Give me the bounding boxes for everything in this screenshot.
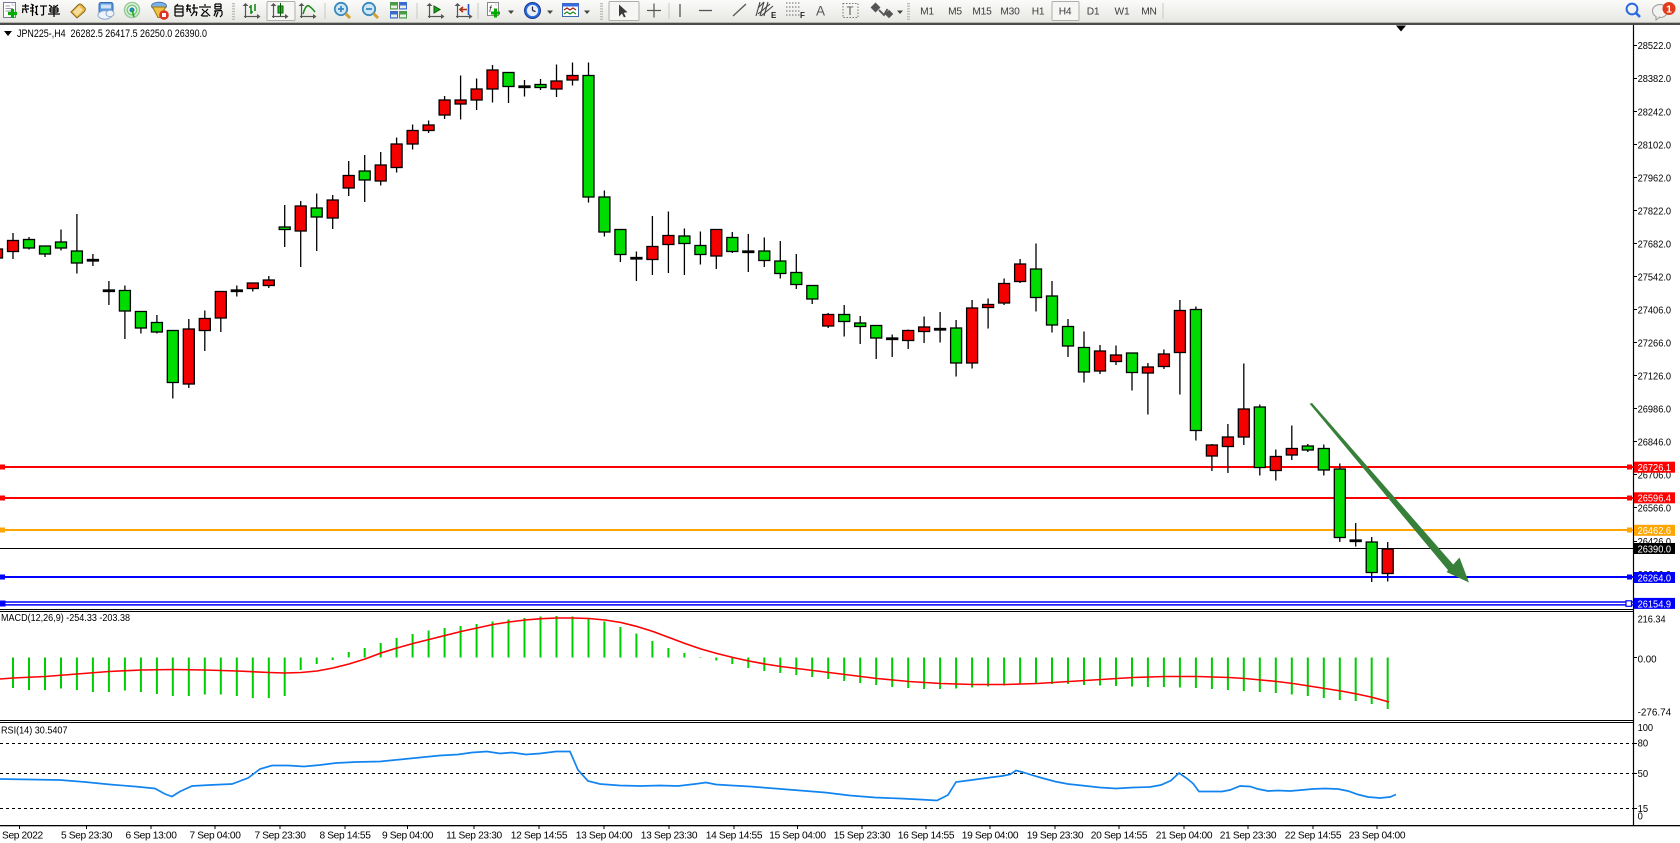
svg-text:27682.0: 27682.0	[1638, 239, 1672, 250]
svg-text:21 Sep 04:00: 21 Sep 04:00	[1156, 830, 1213, 841]
svg-text:-276.74: -276.74	[1638, 707, 1672, 718]
svg-text:26706.0: 26706.0	[1638, 471, 1672, 482]
svg-text:12 Sep 14:55: 12 Sep 14:55	[511, 830, 568, 841]
svg-text:27406.0: 27406.0	[1638, 306, 1672, 317]
svg-text:11 Sep 23:30: 11 Sep 23:30	[446, 830, 502, 841]
svg-text:5 Sep 23:30: 5 Sep 23:30	[61, 830, 113, 841]
svg-text:27962.0: 27962.0	[1638, 173, 1672, 184]
svg-text:16 Sep 14:55: 16 Sep 14:55	[898, 830, 955, 841]
svg-text:19 Sep 23:30: 19 Sep 23:30	[1027, 830, 1084, 841]
svg-text:H1: H1	[1032, 7, 1045, 18]
svg-text:Sep 2022: Sep 2022	[2, 830, 44, 841]
svg-text:7 Sep 04:00: 7 Sep 04:00	[189, 830, 241, 841]
svg-text:80: 80	[1638, 738, 1649, 749]
svg-text:50: 50	[1638, 769, 1649, 780]
svg-text:100: 100	[1638, 723, 1654, 734]
svg-text:M1: M1	[920, 7, 934, 18]
svg-text:14 Sep 14:55: 14 Sep 14:55	[706, 830, 763, 841]
svg-text:E: E	[771, 11, 777, 20]
svg-text:216.34: 216.34	[1638, 614, 1666, 625]
svg-text:M30: M30	[1000, 7, 1020, 18]
svg-text:26462.6: 26462.6	[1638, 526, 1672, 537]
svg-text:28242.0: 28242.0	[1638, 107, 1672, 118]
svg-text:D1: D1	[1087, 7, 1100, 18]
svg-text:RSI(14) 30.5407: RSI(14) 30.5407	[1, 726, 68, 737]
svg-text:23 Sep 04:00: 23 Sep 04:00	[1349, 830, 1406, 841]
svg-text:0.00: 0.00	[1638, 654, 1657, 665]
svg-text:27822.0: 27822.0	[1638, 206, 1672, 217]
svg-text:15: 15	[1638, 804, 1649, 815]
svg-text:F: F	[800, 11, 805, 20]
svg-text:26846.0: 26846.0	[1638, 438, 1672, 449]
svg-text:MN: MN	[1141, 7, 1156, 18]
svg-text:26986.0: 26986.0	[1638, 405, 1672, 416]
svg-text:26264.0: 26264.0	[1638, 573, 1672, 584]
svg-text:6 Sep 13:00: 6 Sep 13:00	[125, 830, 177, 841]
svg-text:M5: M5	[948, 7, 962, 18]
svg-text:13 Sep 23:30: 13 Sep 23:30	[641, 830, 698, 841]
svg-text:8 Sep 14:55: 8 Sep 14:55	[319, 830, 371, 841]
svg-text:27542.0: 27542.0	[1638, 273, 1672, 284]
svg-text:19 Sep 04:00: 19 Sep 04:00	[962, 830, 1019, 841]
svg-text:A: A	[816, 4, 825, 19]
svg-text:T: T	[847, 6, 854, 18]
svg-text:15 Sep 23:30: 15 Sep 23:30	[834, 830, 891, 841]
svg-text:13 Sep 04:00: 13 Sep 04:00	[576, 830, 633, 841]
svg-text:f: f	[489, 4, 493, 14]
svg-text:26596.4: 26596.4	[1638, 494, 1672, 505]
svg-text:JPN225-,H4 26282.5 26417.5 26: JPN225-,H4 26282.5 26417.5 26250.0 26390…	[17, 28, 207, 40]
svg-text:M15: M15	[972, 7, 992, 18]
svg-text:15 Sep 04:00: 15 Sep 04:00	[769, 830, 826, 841]
svg-text:27266.0: 27266.0	[1638, 339, 1672, 350]
svg-text:26154.9: 26154.9	[1638, 599, 1672, 610]
svg-text:26726.1: 26726.1	[1638, 463, 1672, 474]
svg-text:1: 1	[1666, 3, 1672, 15]
svg-text:21 Sep 23:30: 21 Sep 23:30	[1220, 830, 1277, 841]
svg-text:26566.0: 26566.0	[1638, 504, 1672, 515]
svg-text:28102.0: 28102.0	[1638, 140, 1672, 151]
svg-text:9 Sep 04:00: 9 Sep 04:00	[382, 830, 434, 841]
svg-text:26426.0: 26426.0	[1638, 537, 1672, 548]
svg-text:20 Sep 14:55: 20 Sep 14:55	[1091, 830, 1148, 841]
svg-text:W1: W1	[1115, 7, 1130, 18]
svg-text:7 Sep 23:30: 7 Sep 23:30	[254, 830, 306, 841]
svg-text:22 Sep 14:55: 22 Sep 14:55	[1285, 830, 1342, 841]
svg-text:0: 0	[1638, 812, 1643, 823]
svg-text:H4: H4	[1059, 7, 1072, 18]
svg-text:28522.0: 28522.0	[1638, 41, 1672, 52]
svg-text:27126.0: 27126.0	[1638, 372, 1672, 383]
svg-text:26390.0: 26390.0	[1638, 544, 1672, 555]
svg-text:MACD(12,26,9) -254.33 -203.38: MACD(12,26,9) -254.33 -203.38	[1, 613, 130, 624]
svg-text:28382.0: 28382.0	[1638, 74, 1672, 85]
